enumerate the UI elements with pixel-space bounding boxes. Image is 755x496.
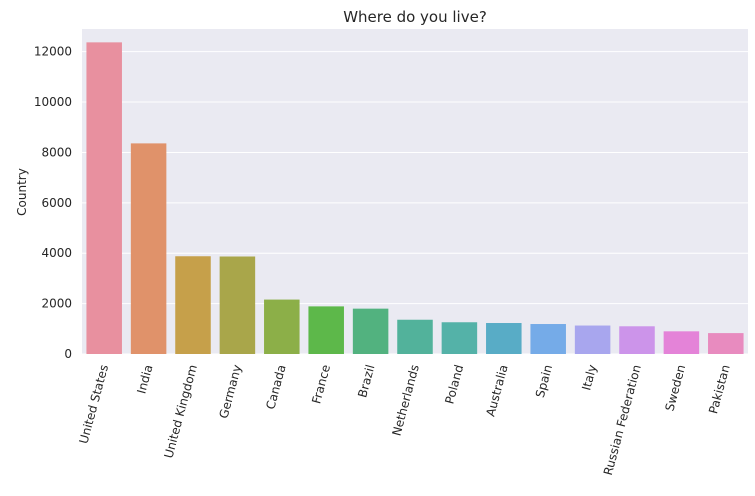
y-tick-label: 10000 [34,95,72,109]
y-tick-labels: 0 2000 4000 6000 8000 10000 12000 [34,45,72,361]
bar [308,306,344,354]
x-tick-label: Pakistan [706,363,733,415]
bar [175,256,211,354]
y-tick-label: 6000 [41,196,72,210]
x-tick-label: Sweden [663,363,689,412]
x-tick-label: United Kingdom [161,363,199,460]
bar [486,323,522,354]
bar [663,331,700,354]
y-tick-label: 0 [64,347,72,361]
x-tick-label: India [134,363,155,395]
bar [130,143,167,354]
bar [86,42,122,354]
y-axis-label: Country [15,168,29,216]
x-tick-label: Spain [533,363,555,399]
x-tick-label: Russian Federation [601,363,644,477]
x-tick-label: Canada [263,363,288,411]
bars [86,42,744,354]
bar [264,299,300,354]
bar [397,319,433,354]
x-tick-label: Netherlands [389,363,421,437]
x-tick-label: Brazil [355,363,377,399]
bar [219,256,256,354]
x-tick-label: Australia [483,363,510,418]
bar [708,333,744,354]
y-tick-label: 4000 [41,246,72,260]
bar [352,308,389,354]
bar [441,322,478,354]
y-tick-label: 2000 [41,297,72,311]
x-tick-label: United States [77,363,112,445]
x-tick-label: France [309,363,333,405]
y-tick-label: 12000 [34,45,72,59]
bar [619,326,655,354]
x-tick-label: Germany [216,363,244,420]
chart-title: Where do you live? [343,8,487,26]
y-tick-label: 8000 [41,145,72,159]
x-tick-labels: United States India United Kingdom Germany C… [77,363,733,477]
bar [530,324,566,354]
bar [574,325,611,354]
x-tick-label: Poland [442,363,466,405]
x-tick-label: Italy [579,363,599,392]
